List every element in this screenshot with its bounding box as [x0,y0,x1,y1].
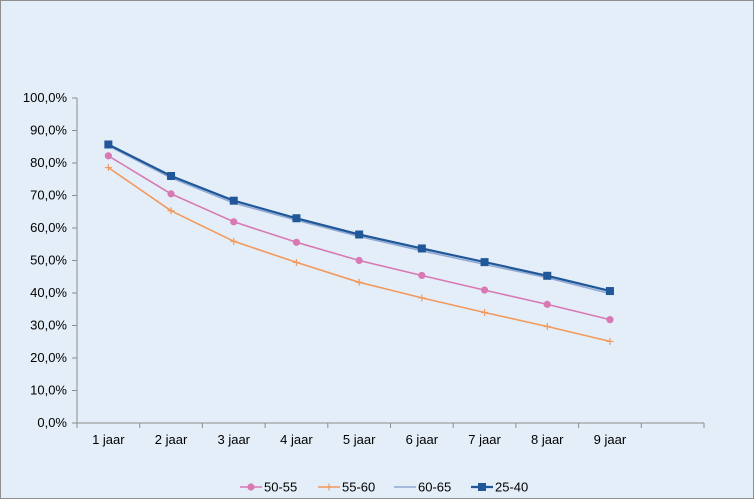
y-tick-label: 70,0% [30,188,67,203]
data-point-25-40 [104,140,113,149]
y-tick-label: 40,0% [30,285,67,300]
series-line-55-60 [107,166,611,343]
y-tick-label: 50,0% [30,253,67,268]
data-point-50-55 [606,316,614,324]
legend-label-60-65: 60-65 [418,480,451,495]
data-point-55-60 [543,322,551,330]
x-tick-label: 5 jaar [343,432,376,447]
y-tick-label: 20,0% [30,350,67,365]
data-point-25-40 [355,230,364,239]
legend-marker-25-40 [478,483,486,491]
legend-marker-55-60 [325,483,333,491]
legend-label-55-60: 55-60 [342,480,375,495]
x-tick-label: 9 jaar [594,432,627,447]
data-point-55-60 [167,207,175,215]
data-point-25-40 [229,196,238,205]
data-point-55-60 [606,337,614,345]
data-point-25-40 [480,258,489,267]
data-point-55-60 [481,309,489,316]
legend-label-50-55: 50-55 [264,480,297,495]
series-line-60-65 [107,145,611,295]
x-tick-label: 3 jaar [217,432,250,447]
data-point-25-40 [167,172,176,180]
data-point-55-60 [418,294,426,302]
data-point-25-40 [292,214,301,223]
x-tick-label: 6 jaar [406,432,439,447]
data-point-50-55 [104,152,112,160]
data-point-50-55 [480,286,489,294]
x-tick-label: 2 jaar [155,432,188,447]
data-point-25-40 [605,287,614,296]
y-tick-label: 80,0% [30,155,67,170]
data-point-25-40 [543,271,552,280]
data-point-50-55 [418,271,426,280]
y-tick-label: 60,0% [30,220,67,235]
data-point-50-55 [292,238,301,246]
x-tick-label: 1 jaar [92,432,125,447]
y-tick-label: 90,0% [30,123,67,138]
y-tick-label: 30,0% [30,318,67,333]
x-tick-label: 4 jaar [280,432,313,447]
series-line-25-40 [107,143,611,293]
data-point-50-55 [230,218,238,226]
data-point-50-55 [543,300,551,308]
data-point-55-60 [230,237,238,245]
data-point-50-55 [355,256,363,265]
y-tick-label: 0,0% [37,415,67,430]
data-point-55-60 [104,164,112,172]
x-tick-label: 7 jaar [468,432,501,447]
legend-marker-50-55 [247,483,255,491]
x-tick-label: 8 jaar [531,432,564,447]
y-tick-label: 10,0% [30,383,67,398]
data-point-25-40 [417,244,426,253]
data-point-50-55 [167,190,175,198]
data-point-55-60 [292,258,300,266]
legend-label-25-40: 25-40 [495,480,528,495]
data-point-55-60 [355,278,363,286]
y-tick-label: 100,0% [23,90,68,105]
